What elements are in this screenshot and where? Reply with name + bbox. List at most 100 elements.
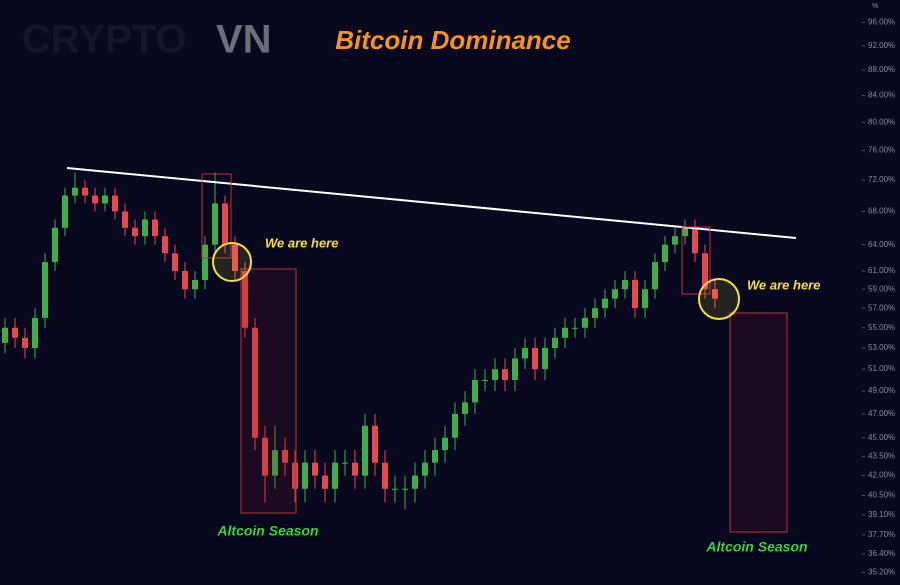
candle-body (272, 450, 278, 476)
candle-body (632, 280, 638, 309)
candle-body (172, 253, 178, 271)
candle-body (592, 308, 598, 318)
candle-body (522, 348, 528, 359)
candle-body (552, 337, 558, 349)
candle-body (262, 437, 268, 476)
candle-body (482, 379, 488, 381)
candle-body (402, 488, 408, 490)
candle-body (222, 203, 228, 245)
candle-body (572, 327, 578, 329)
candle-body (622, 280, 628, 290)
y-tick-label: 45.00% (868, 433, 895, 442)
watermark: VN (216, 18, 272, 62)
candle-body (92, 195, 98, 204)
candle-body (662, 244, 668, 263)
candle-body (712, 289, 718, 299)
candle-body (142, 219, 148, 237)
y-tick-label: 49.00% (868, 386, 895, 395)
highlight-box (681, 226, 711, 295)
candle-body (112, 195, 118, 212)
candle-body (292, 462, 298, 489)
y-tick-label: 36.40% (868, 549, 895, 558)
candle-body (612, 289, 618, 299)
candle-body (642, 289, 648, 309)
candle-body (162, 236, 168, 254)
candle-body (282, 450, 288, 463)
candle-body (682, 227, 688, 237)
candle-body (342, 462, 348, 464)
candle-body (302, 462, 308, 489)
candle-body (512, 358, 518, 380)
trend-line (66, 167, 797, 239)
candle-body (492, 369, 498, 380)
y-tick-label: 43.50% (868, 451, 895, 460)
candle-body (32, 317, 38, 349)
y-tick-label: 42.00% (868, 471, 895, 480)
y-tick-label: 53.00% (868, 343, 895, 352)
annotation: Altcoin Season (705, 539, 807, 555)
y-tick-label: 68.00% (868, 207, 895, 216)
candle-body (82, 187, 88, 196)
y-tick-label: 61.00% (868, 266, 895, 275)
y-tick-label: 57.00% (868, 303, 895, 312)
y-tick-label: 37.70% (868, 530, 895, 539)
candle-body (452, 413, 458, 438)
candle-body (332, 462, 338, 489)
y-tick-label: 80.00% (868, 117, 895, 126)
candle-body (542, 348, 548, 370)
candle-body (702, 253, 708, 290)
annotation: Altcoin Season (216, 523, 318, 539)
candle-body (312, 462, 318, 476)
y-tick-label: 64.00% (868, 240, 895, 249)
annotation: We are here (747, 277, 820, 292)
highlight-circle (212, 242, 252, 282)
y-tick-label: 51.00% (868, 364, 895, 373)
candle-body (692, 227, 698, 254)
candle-body (72, 187, 78, 196)
candle-body (322, 475, 328, 489)
candle-body (562, 327, 568, 338)
y-tick-label: 47.00% (868, 409, 895, 418)
y-tick-label: 40.50% (868, 491, 895, 500)
candle-body (352, 462, 358, 476)
candle-body (672, 236, 678, 245)
chart-title: Bitcoin Dominance (335, 25, 570, 55)
y-tick-label: 72.00% (868, 175, 895, 184)
candle-body (582, 317, 588, 328)
candle-body (182, 270, 188, 290)
candles (2, 172, 718, 510)
candle-body (102, 195, 108, 204)
candle-body (42, 262, 48, 318)
candle-body (532, 348, 538, 370)
candle-body (392, 488, 398, 490)
candle-body (2, 327, 8, 343)
candle-body (372, 425, 378, 463)
candle-body (252, 327, 258, 438)
candle-body (432, 450, 438, 463)
y-tick-label: 84.00% (868, 91, 895, 100)
candle-body (52, 227, 58, 263)
candle-body (472, 379, 478, 403)
highlight-box (240, 268, 297, 514)
y-tick-label: 39.10% (868, 510, 895, 519)
candle-body (132, 227, 138, 237)
candle-body (422, 462, 428, 476)
y-tick-label: 88.00% (868, 65, 895, 74)
candle-body (652, 262, 658, 290)
y-tick-label: 55.00% (868, 323, 895, 332)
highlight-box (201, 173, 232, 259)
candle-body (152, 219, 158, 237)
y-tick-label: 35.20% (868, 568, 895, 577)
candle-body (12, 327, 18, 338)
candle-body (502, 369, 508, 380)
candle-body (212, 203, 218, 245)
candle-body (192, 280, 198, 290)
axis-unit: % (872, 3, 878, 10)
candle-body (382, 462, 388, 489)
candle-body (62, 195, 68, 228)
watermark: CRYPTO (22, 18, 186, 62)
annotations-layer (66, 167, 797, 533)
y-tick-label: 76.00% (868, 146, 895, 155)
candle-body (412, 475, 418, 489)
